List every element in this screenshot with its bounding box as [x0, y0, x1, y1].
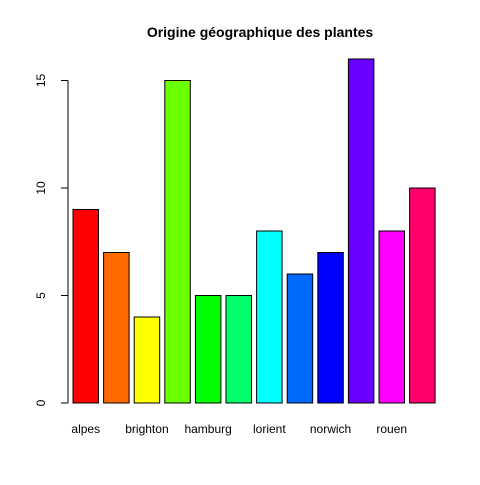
bar — [409, 187, 436, 404]
bar — [286, 273, 314, 404]
bar — [133, 316, 161, 404]
x-tick-label: alpes — [71, 422, 100, 436]
y-tick-label: 10 — [34, 181, 48, 195]
bar — [225, 295, 252, 404]
y-tick-label: 0 — [34, 399, 48, 406]
bar — [256, 230, 283, 404]
bar — [194, 295, 222, 404]
x-tick-label: norwich — [310, 422, 351, 436]
bar — [317, 252, 344, 404]
bar — [103, 252, 130, 404]
x-tick-label: lorient — [253, 422, 286, 436]
x-axis-labels: alpes brighton hamburg lorient norwich rouen — [71, 422, 407, 436]
y-tick-label: 5 — [34, 292, 48, 299]
x-tick-label: brighton — [125, 422, 168, 436]
bar — [72, 209, 99, 404]
chart-title: Origine géographique des plantes — [147, 24, 374, 40]
bar — [378, 230, 405, 404]
y-tick-label: 15 — [34, 74, 48, 88]
y-axis: 0 5 10 15 — [34, 74, 69, 406]
x-tick-label: hamburg — [184, 422, 231, 436]
x-tick-label: rouen — [376, 422, 407, 436]
bar — [164, 80, 191, 404]
bar — [347, 58, 375, 404]
bars-group — [72, 58, 436, 404]
